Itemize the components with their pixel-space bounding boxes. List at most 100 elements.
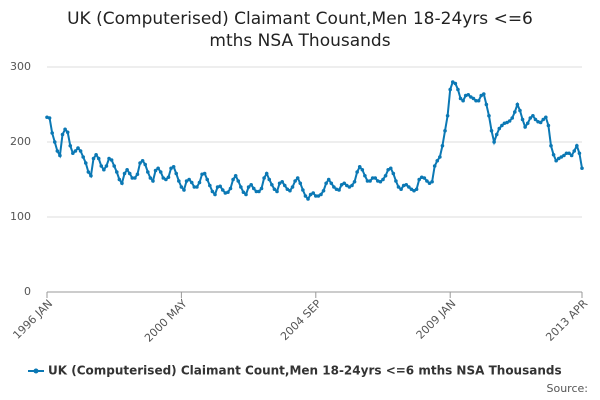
point — [388, 166, 393, 171]
point — [158, 170, 163, 174]
point — [205, 177, 210, 182]
point — [430, 179, 434, 184]
point — [179, 185, 184, 189]
point — [513, 110, 517, 114]
point — [171, 164, 176, 169]
point — [332, 185, 336, 189]
point — [510, 116, 515, 120]
point — [303, 194, 308, 198]
point — [122, 171, 127, 176]
point — [326, 177, 331, 182]
point — [500, 123, 504, 128]
point — [202, 171, 207, 176]
point — [549, 143, 553, 148]
point — [151, 179, 155, 183]
point — [99, 164, 104, 168]
point — [494, 132, 499, 137]
point — [435, 158, 440, 163]
point — [226, 190, 230, 195]
point — [228, 186, 233, 191]
point — [301, 188, 305, 192]
point — [523, 125, 527, 129]
point — [518, 108, 522, 113]
point — [148, 176, 153, 180]
point — [520, 117, 525, 122]
point — [125, 167, 129, 172]
point — [208, 183, 212, 188]
legend-marker — [33, 368, 39, 374]
point — [65, 130, 70, 135]
point — [233, 173, 238, 178]
point — [236, 179, 241, 183]
point — [177, 179, 181, 183]
point — [94, 152, 98, 157]
point — [396, 185, 401, 189]
point — [440, 143, 445, 148]
point — [86, 170, 91, 174]
point — [117, 177, 122, 182]
point — [350, 183, 354, 188]
point — [78, 149, 83, 153]
point — [127, 171, 132, 176]
point — [458, 96, 463, 101]
point — [47, 116, 52, 120]
point — [58, 153, 62, 158]
x-tick-label: 2004 SEP — [278, 297, 324, 343]
point — [138, 161, 142, 165]
point — [438, 155, 442, 159]
point — [55, 149, 60, 153]
y-tick-label: 0 — [24, 285, 31, 298]
point — [484, 102, 489, 107]
point — [329, 181, 334, 186]
point — [321, 188, 326, 193]
x-tick-label: 2013 APR — [543, 297, 590, 344]
point — [422, 176, 427, 180]
point — [368, 179, 372, 183]
point — [476, 98, 481, 103]
y-tick-label: 300 — [10, 60, 31, 73]
point — [313, 194, 318, 198]
point — [52, 140, 57, 144]
point — [414, 187, 419, 192]
point — [471, 96, 476, 101]
point — [474, 98, 478, 103]
point — [466, 92, 471, 97]
point — [73, 149, 78, 153]
point — [551, 152, 556, 157]
point — [133, 176, 137, 180]
point — [189, 180, 194, 185]
point — [76, 146, 80, 150]
point — [71, 151, 75, 156]
point — [394, 179, 398, 183]
point — [182, 188, 186, 192]
point — [195, 185, 199, 189]
point — [166, 175, 171, 180]
point — [218, 184, 222, 189]
point — [220, 188, 225, 192]
point — [544, 115, 548, 120]
point — [355, 170, 359, 174]
point — [481, 92, 486, 96]
point — [241, 190, 246, 195]
point — [391, 171, 396, 176]
point — [259, 186, 264, 191]
y-tick-label: 200 — [10, 135, 31, 148]
point — [360, 167, 365, 172]
point — [492, 140, 496, 144]
point — [63, 127, 67, 132]
point — [114, 170, 119, 174]
point — [577, 151, 582, 156]
point — [575, 143, 579, 148]
point — [373, 176, 378, 180]
point — [267, 177, 272, 182]
point — [140, 158, 145, 163]
x-tick-label: 1996 JAN — [10, 297, 55, 342]
point — [319, 192, 323, 197]
point — [231, 177, 235, 182]
point — [264, 171, 269, 176]
point — [280, 179, 284, 184]
point — [357, 164, 362, 169]
point — [407, 185, 411, 189]
point — [282, 183, 287, 188]
point — [461, 98, 465, 103]
